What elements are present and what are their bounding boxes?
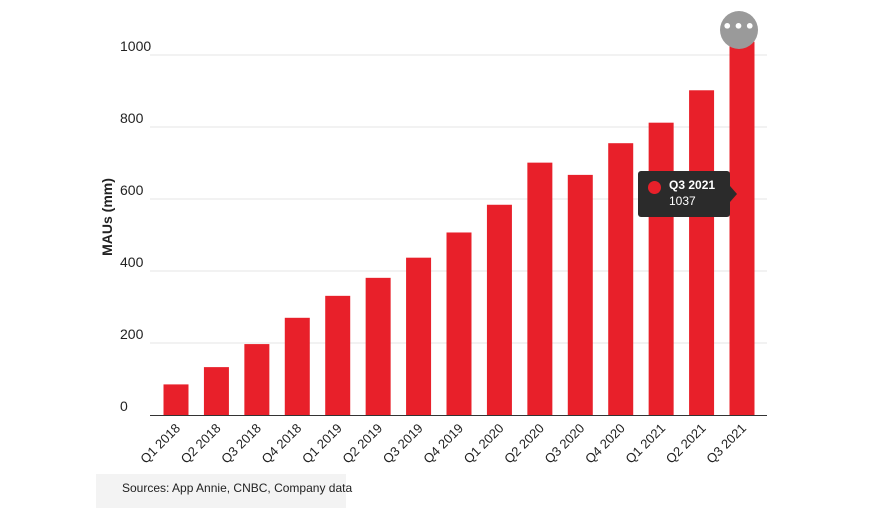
bar[interactable] <box>567 174 593 415</box>
tooltip <box>638 171 730 217</box>
y-axis-title: MAUs (mm) <box>99 178 115 256</box>
bar[interactable] <box>689 90 715 415</box>
x-tick-label: Q4 2020 <box>582 421 628 467</box>
y-tick-label: 400 <box>120 254 144 270</box>
y-axis-ticks: 0 200 400 600 800 1000 <box>120 38 151 414</box>
tooltip-arrow <box>730 186 737 202</box>
chart-menu-button[interactable]: ••• <box>720 11 758 49</box>
x-tick-label: Q2 2020 <box>501 421 547 467</box>
tooltip-category: Q3 2021 <box>669 178 716 192</box>
y-tick-label: 600 <box>120 182 144 198</box>
x-tick-label: Q4 2018 <box>259 421 305 467</box>
x-tick-label: Q3 2020 <box>542 421 588 467</box>
bar[interactable] <box>527 162 553 415</box>
x-tick-label: Q2 2021 <box>663 421 709 467</box>
y-tick-label: 800 <box>120 110 144 126</box>
y-tick-label: 0 <box>120 398 128 414</box>
bar[interactable] <box>203 367 229 415</box>
bar[interactable] <box>163 384 189 415</box>
more-horizontal-icon: ••• <box>722 17 756 36</box>
bar[interactable] <box>406 257 432 415</box>
x-tick-label: Q1 2019 <box>299 421 345 467</box>
tooltip-series-dot <box>648 181 661 194</box>
x-tick-label: Q3 2021 <box>703 421 749 467</box>
bar[interactable] <box>486 204 512 415</box>
bar[interactable] <box>608 143 634 415</box>
source-text: Sources: App Annie, CNBC, Company data <box>122 481 353 495</box>
x-tick-label: Q4 2019 <box>420 421 466 467</box>
x-tick-label: Q2 2018 <box>178 421 224 467</box>
bar[interactable] <box>325 295 351 415</box>
bars <box>163 41 755 416</box>
y-tick-label: 200 <box>120 326 144 342</box>
bar[interactable] <box>284 317 310 415</box>
source-footer <box>96 474 346 508</box>
tooltip-value: 1037 <box>669 194 696 208</box>
bar[interactable] <box>446 232 472 415</box>
y-tick-label: 1000 <box>120 38 151 54</box>
bar[interactable] <box>648 122 674 416</box>
bar[interactable] <box>729 41 755 416</box>
x-tick-label: Q2 2019 <box>339 421 385 467</box>
bar[interactable] <box>365 277 391 415</box>
x-tick-label: Q1 2020 <box>461 421 507 467</box>
bar[interactable] <box>244 344 270 415</box>
x-tick-label: Q1 2018 <box>137 421 183 467</box>
x-tick-label: Q1 2021 <box>622 421 668 467</box>
x-tick-label: Q3 2019 <box>380 421 426 467</box>
x-tick-label: Q3 2018 <box>218 421 264 467</box>
